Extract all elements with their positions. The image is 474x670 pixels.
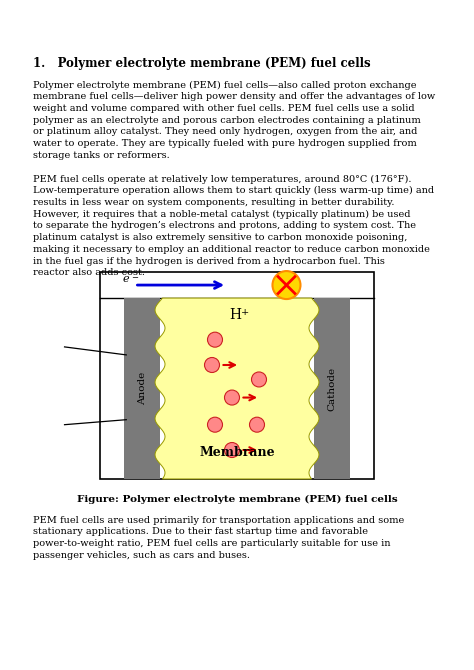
Text: Polymer electrolyte membrane (PEM) fuel cells—also called proton exchange: Polymer electrolyte membrane (PEM) fuel … xyxy=(33,80,417,90)
Circle shape xyxy=(225,390,239,405)
Text: H: H xyxy=(229,308,241,322)
Text: platinum catalyst is also extremely sensitive to carbon monoxide poisoning,: platinum catalyst is also extremely sens… xyxy=(33,233,408,242)
Circle shape xyxy=(225,442,239,458)
Bar xyxy=(124,298,160,479)
Text: However, it requires that a noble-metal catalyst (typically platinum) be used: However, it requires that a noble-metal … xyxy=(33,210,410,219)
Text: Membrane: Membrane xyxy=(199,446,275,459)
Text: reactor also adds cost.: reactor also adds cost. xyxy=(33,269,145,277)
Text: to separate the hydrogen’s electrons and protons, adding to system cost. The: to separate the hydrogen’s electrons and… xyxy=(33,222,416,230)
Text: Cathode: Cathode xyxy=(328,366,337,411)
Text: Anode: Anode xyxy=(137,372,146,405)
Text: weight and volume compared with other fuel cells. PEM fuel cells use a solid: weight and volume compared with other fu… xyxy=(33,104,415,113)
Polygon shape xyxy=(155,298,319,479)
Text: polymer as an electrolyte and porous carbon electrodes containing a platinum: polymer as an electrolyte and porous car… xyxy=(33,115,421,125)
Circle shape xyxy=(252,372,266,387)
Circle shape xyxy=(204,358,219,373)
Circle shape xyxy=(208,417,222,432)
Text: making it necessary to employ an additional reactor to reduce carbon monoxide: making it necessary to employ an additio… xyxy=(33,245,430,254)
Text: passenger vehicles, such as cars and buses.: passenger vehicles, such as cars and bus… xyxy=(33,551,250,560)
Text: PEM fuel cells are used primarily for transportation applications and some: PEM fuel cells are used primarily for tr… xyxy=(33,516,404,525)
Text: +: + xyxy=(241,308,249,317)
Bar xyxy=(100,272,374,479)
Circle shape xyxy=(273,271,301,299)
Text: in the fuel gas if the hydrogen is derived from a hydrocarbon fuel. This: in the fuel gas if the hydrogen is deriv… xyxy=(33,257,385,265)
Text: membrane fuel cells—deliver high power density and offer the advantages of low: membrane fuel cells—deliver high power d… xyxy=(33,92,436,101)
Bar xyxy=(314,298,350,479)
Text: −: − xyxy=(131,274,138,282)
Text: PEM fuel cells operate at relatively low temperatures, around 80°C (176°F).: PEM fuel cells operate at relatively low… xyxy=(33,175,412,184)
Circle shape xyxy=(249,417,264,432)
Text: power-to-weight ratio, PEM fuel cells are particularly suitable for use in: power-to-weight ratio, PEM fuel cells ar… xyxy=(33,539,391,548)
Text: Low-temperature operation allows them to start quickly (less warm-up time) and: Low-temperature operation allows them to… xyxy=(33,186,434,196)
Circle shape xyxy=(208,332,222,347)
Text: results in less wear on system components, resulting in better durability.: results in less wear on system component… xyxy=(33,198,395,207)
Text: e: e xyxy=(123,274,129,284)
Text: Figure: Polymer electrolyte membrane (PEM) fuel cells: Figure: Polymer electrolyte membrane (PE… xyxy=(77,495,397,504)
Text: 1.   Polymer electrolyte membrane (PEM) fuel cells: 1. Polymer electrolyte membrane (PEM) fu… xyxy=(33,57,371,70)
Text: stationary applications. Due to their fast startup time and favorable: stationary applications. Due to their fa… xyxy=(33,527,368,537)
Text: storage tanks or reformers.: storage tanks or reformers. xyxy=(33,151,170,159)
Text: water to operate. They are typically fueled with pure hydrogen supplied from: water to operate. They are typically fue… xyxy=(33,139,417,148)
Text: or platinum alloy catalyst. They need only hydrogen, oxygen from the air, and: or platinum alloy catalyst. They need on… xyxy=(33,127,418,136)
